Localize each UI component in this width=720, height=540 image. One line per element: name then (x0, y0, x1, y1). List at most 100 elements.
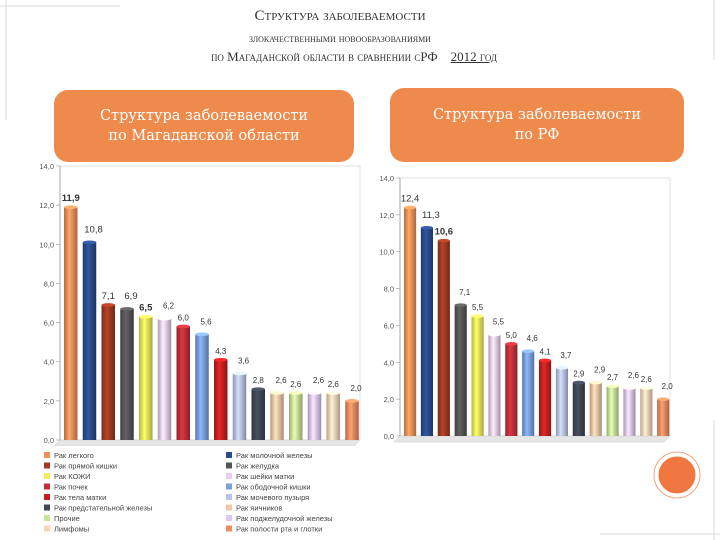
legend-item: Рак легкого (54, 451, 94, 460)
bar (176, 326, 190, 440)
bar-value-label: 6,0 (178, 313, 190, 322)
title-line-3-text: по Магаданской области в сравнении с (210, 49, 421, 64)
bar (505, 343, 518, 436)
bar (195, 334, 209, 440)
legend-item: Рак поджелудочной железы (236, 514, 333, 523)
y-tick-label: 12,0 (39, 201, 54, 210)
bar-top (307, 391, 322, 395)
legend-item: Рак желудка (236, 462, 280, 471)
legend-swatch (226, 473, 232, 479)
bar-value-label: 12,4 (401, 193, 420, 204)
legend-item: Рак предстательной железы (54, 504, 152, 513)
legend-item: Рак почек (54, 483, 88, 492)
bar (270, 393, 284, 440)
bar-top (505, 342, 518, 346)
bar-value-label: 5,5 (472, 303, 484, 312)
bar-top (82, 240, 97, 245)
bar (657, 399, 670, 436)
y-tick-label: 10,0 (379, 248, 394, 257)
bar (488, 334, 501, 436)
bar-top (589, 380, 602, 385)
bar-value-label: 5,0 (506, 331, 518, 340)
bar (139, 316, 153, 440)
bar (251, 389, 265, 440)
bar-top (139, 314, 153, 319)
bar-value-label: 2,9 (594, 366, 606, 375)
legend-item: Рак КОЖИ (54, 472, 91, 481)
bar-top (176, 324, 190, 329)
bar-value-label: 11,9 (62, 193, 80, 204)
y-tick-label: 14,0 (379, 174, 394, 183)
chart-magadan: 0,0 2,0 4,0 6,0 8,0 10,0 12,0 14,0 11,9 10,8 7,1 6,… (39, 162, 362, 446)
legend-swatch (44, 483, 50, 490)
bar-value-label: 5,5 (493, 318, 505, 327)
title-rf: РФ (420, 49, 438, 64)
title-year: 2012 год (450, 49, 498, 64)
bar-value-label: 2,6 (275, 376, 287, 385)
legend-swatch (44, 462, 50, 469)
y-tick-label: 6,0 (384, 321, 394, 330)
legend-item: Прочие (54, 514, 80, 523)
bar (640, 388, 653, 436)
legend-swatch (226, 494, 232, 500)
bar-value-label: 2,6 (641, 375, 653, 384)
legend-item: Рак молочной железы (236, 451, 313, 460)
bar-top (195, 332, 209, 337)
y-tick-label: 12,0 (379, 211, 394, 220)
y-tick-label: 4,0 (384, 358, 394, 367)
bar-top (420, 225, 434, 230)
left-header-line1: Структура заболеваемости (99, 108, 309, 124)
title-line-1: Структура заболеваемости (254, 8, 426, 24)
left-header-box: Структура заболеваемости по Магаданской … (54, 90, 354, 162)
bar-top (555, 366, 569, 370)
bar (101, 304, 115, 440)
bar (522, 351, 535, 436)
bar-value-label: 2,6 (290, 380, 302, 389)
bar-value-label: 6,5 (139, 303, 153, 314)
bar-top (404, 205, 417, 210)
bar-top (572, 380, 585, 385)
legend-item: Рак ободочной кишки (236, 483, 311, 492)
bar-value-label: 4,1 (540, 347, 552, 356)
right-header-box: Структура заболеваемости по РФ (390, 88, 684, 162)
legend-swatch (44, 504, 50, 511)
bar-top (64, 205, 78, 209)
y-tick-label: 14,0 (39, 162, 54, 171)
bar-value-label: 7,1 (102, 291, 115, 302)
legend-swatch (44, 452, 50, 458)
legend-swatch (44, 473, 50, 479)
bar-top (488, 332, 501, 337)
bar-value-label: 2,8 (253, 376, 265, 385)
legend-swatch (226, 462, 232, 469)
legend-item: Рак мочевого пузыря (236, 493, 309, 502)
bar-top (270, 391, 284, 395)
bar-top (289, 391, 303, 395)
right-header-line2: по РФ (514, 127, 560, 143)
bar-top (326, 391, 340, 395)
legend-item: Рак тела матки (54, 493, 106, 502)
bar-value-label: 6,2 (163, 302, 175, 311)
bar-top (640, 386, 653, 390)
bar-top (214, 357, 228, 362)
legend-swatch (226, 504, 232, 511)
bar-value-label: 2,0 (350, 384, 362, 393)
bar-value-label: 2,6 (628, 371, 640, 380)
y-tick-label: 6,0 (44, 319, 54, 328)
bar-top (539, 358, 552, 363)
bar (623, 388, 636, 436)
legend-swatch (44, 515, 50, 521)
bar (572, 382, 585, 436)
bar-value-label: 10,6 (435, 227, 454, 238)
bar-top (345, 399, 359, 403)
bar-top (471, 314, 484, 319)
bar-value-label: 2,6 (328, 380, 340, 389)
bar-value-label: 3,6 (238, 356, 250, 365)
bar-value-label: 6,9 (124, 291, 137, 302)
y-tick-label: 2,0 (44, 397, 54, 406)
bar (232, 373, 247, 440)
right-header-line1: Структура заболеваемости (432, 107, 642, 123)
y-tick-label: 10,0 (39, 240, 54, 249)
bar-value-label: 2,9 (573, 370, 585, 379)
